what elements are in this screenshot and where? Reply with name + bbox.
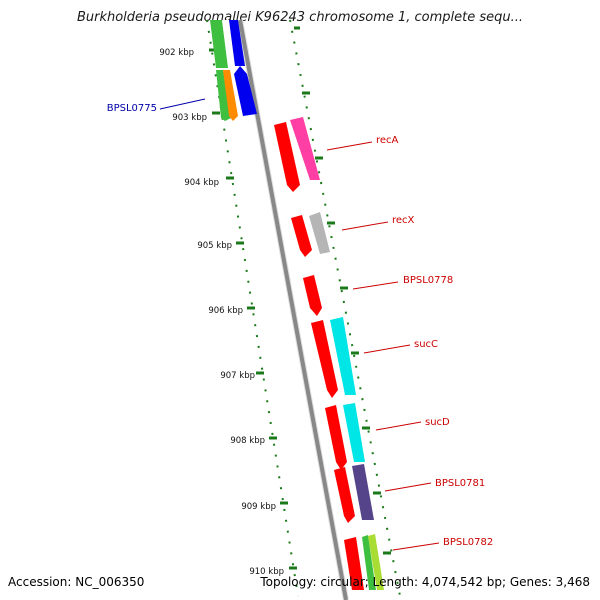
chromosome-backbone-core: [238, 19, 348, 600]
kbp-label: 904 kbp: [184, 178, 219, 188]
topology-label: Topology: circular; Length: 4,074,542 bp…: [260, 575, 590, 589]
gene-label-bpsl0781[interactable]: BPSL0781: [435, 478, 485, 489]
gene-bpsl0778[interactable]: [303, 275, 322, 316]
gene-recx-red[interactable]: [291, 215, 312, 257]
leader-reca: [326, 141, 373, 151]
gene-label-recx[interactable]: recX: [392, 215, 415, 226]
leader-recx: [341, 221, 389, 231]
gene-bpsl0782[interactable]: [362, 535, 376, 590]
kbp-label: 906 kbp: [208, 306, 243, 316]
gene-succ[interactable]: [330, 317, 356, 395]
gene-bpsl0781[interactable]: [352, 464, 374, 520]
leader-bpsl0782: [392, 542, 440, 551]
gene-bpsl0782-red[interactable]: [344, 537, 364, 590]
gene-reca-red[interactable]: [274, 122, 300, 192]
map-title: Burkholderia pseudomallei K96243 chromos…: [76, 10, 524, 25]
gene-green-1[interactable]: [210, 20, 228, 68]
gene-lime[interactable]: [368, 534, 384, 590]
gene-sucd-red[interactable]: [325, 405, 347, 470]
gene-label-bpsl0782[interactable]: BPSL0782: [443, 537, 493, 548]
gene-label-succ[interactable]: sucC: [414, 339, 438, 350]
gene-label-bpsl0778[interactable]: BPSL0778: [403, 275, 453, 286]
kbp-ticks: [209, 48, 297, 570]
kbp-label: 909 kbp: [241, 502, 276, 512]
kbp-label: 907 kbp: [220, 371, 255, 381]
gene-bpsl0775[interactable]: [216, 70, 231, 121]
kbp-label: 908 kbp: [230, 436, 265, 446]
gene-label-bpsl0775[interactable]: BPSL0775: [107, 103, 157, 114]
kbp-label: 910 kbp: [249, 567, 284, 577]
gene-succ-red[interactable]: [311, 320, 338, 398]
gene-label-reca[interactable]: recA: [376, 135, 399, 146]
gene-reca[interactable]: [290, 117, 320, 180]
gene-blue-2[interactable]: [234, 66, 257, 116]
kbp-label: 903 kbp: [172, 113, 207, 123]
accession-label: Accession: NC_006350: [8, 575, 145, 589]
right-ticks: [294, 26, 391, 555]
kbp-label: 902 kbp: [159, 48, 194, 58]
left-dotted-track: [206, 19, 299, 597]
leader-bpsl0778: [352, 281, 399, 290]
gene-recx[interactable]: [309, 212, 330, 254]
gene-sucd[interactable]: [343, 403, 365, 462]
leader-bpsl0775: [159, 98, 206, 110]
gene-label-sucd[interactable]: sucD: [425, 417, 450, 428]
gene-bpsl0781-red[interactable]: [334, 467, 355, 523]
leader-succ: [363, 344, 411, 354]
gene-orange[interactable]: [223, 70, 238, 121]
leader-sucd: [375, 421, 422, 431]
gene-white-1: [222, 20, 235, 66]
kbp-label: 905 kbp: [197, 241, 232, 251]
leader-bpsl0781: [384, 482, 432, 492]
